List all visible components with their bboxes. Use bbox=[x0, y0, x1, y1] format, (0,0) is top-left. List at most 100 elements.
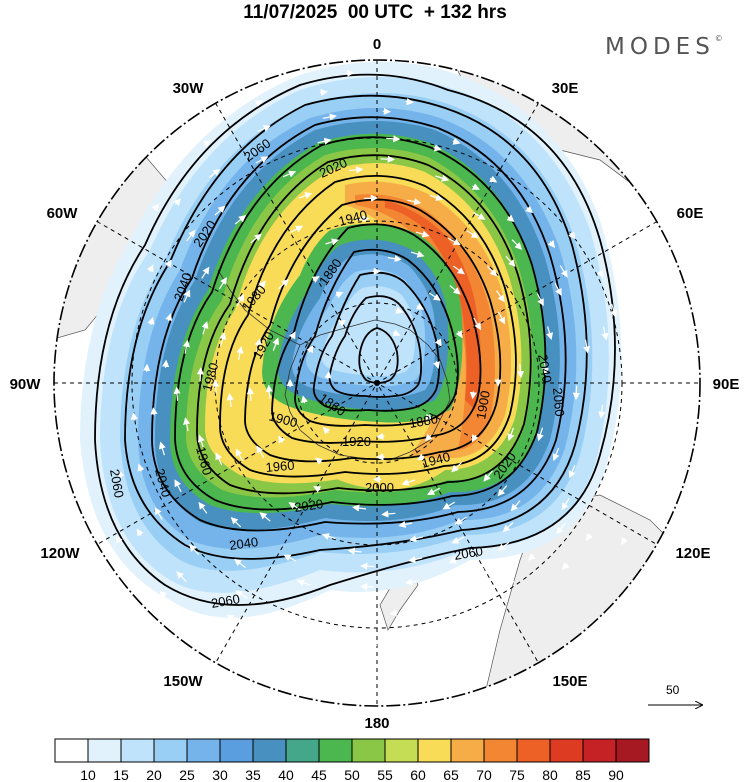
wind-vector bbox=[256, 280, 266, 292]
wind-vector bbox=[300, 395, 308, 404]
wind-vector bbox=[434, 338, 442, 347]
wind-vector bbox=[321, 533, 336, 540]
wind-vector bbox=[398, 520, 413, 528]
contour-label-1940a: 1940 bbox=[337, 207, 369, 229]
map-title: 11/07/2025 00 UTC + 132 hrs bbox=[243, 2, 507, 23]
wind-vector bbox=[561, 562, 570, 570]
wind-vector bbox=[477, 566, 486, 573]
colorbar-box bbox=[285, 738, 320, 763]
map-border bbox=[53, 59, 701, 707]
lon-label-60e: 60E bbox=[677, 205, 704, 222]
wind-vector bbox=[381, 510, 396, 518]
contour-label-1900b: 1900 bbox=[267, 408, 299, 430]
wind-vector bbox=[536, 293, 544, 307]
wind-vector bbox=[198, 501, 208, 514]
colorbar-box bbox=[384, 738, 419, 763]
wind-vector bbox=[158, 441, 166, 456]
wind-vector bbox=[646, 427, 654, 442]
wind-vector bbox=[511, 239, 523, 250]
wind-vector bbox=[250, 233, 262, 244]
colorbar-box bbox=[120, 738, 155, 763]
wind-vector bbox=[317, 137, 332, 145]
wind-vector bbox=[319, 89, 328, 97]
wind-vector bbox=[408, 555, 423, 564]
wind-vector bbox=[453, 265, 465, 275]
wind-vector bbox=[506, 576, 515, 584]
wind-vector bbox=[386, 135, 401, 143]
wind-vector bbox=[311, 276, 320, 283]
wind-vector bbox=[347, 547, 362, 555]
colorbar-box bbox=[351, 738, 386, 763]
wind-vector bbox=[483, 470, 494, 482]
wind-vector bbox=[401, 478, 416, 486]
wind-vector bbox=[433, 583, 442, 591]
wind-vector bbox=[278, 278, 289, 290]
wind-vector bbox=[536, 427, 544, 442]
wind-vector bbox=[136, 528, 144, 537]
wind-vectors bbox=[115, 65, 700, 678]
wind-vector bbox=[296, 579, 311, 587]
contour-2000 bbox=[174, 136, 547, 511]
wind-vector bbox=[197, 434, 205, 449]
wind-vector bbox=[272, 337, 280, 351]
colorbar-label: 85 bbox=[575, 767, 591, 782]
wind-vector bbox=[130, 412, 138, 421]
wind-vector bbox=[355, 215, 370, 223]
wind-vector bbox=[117, 469, 125, 478]
colorbar-label: 40 bbox=[278, 767, 294, 782]
wind-vector bbox=[585, 533, 593, 541]
wind-vector bbox=[433, 144, 442, 152]
wind-vector bbox=[610, 303, 618, 318]
colorbar-label: 75 bbox=[509, 767, 525, 782]
wind-vector bbox=[183, 417, 191, 432]
wind-vector bbox=[254, 100, 263, 107]
colorbar-label: 55 bbox=[377, 767, 393, 782]
wind-vector bbox=[389, 609, 398, 617]
colorbar-label: 45 bbox=[311, 767, 327, 782]
wind-vector bbox=[613, 485, 620, 499]
colorbar: 10 15 20 25 30 35 40 45 50 55 60 65 70 75 80 85 90 bbox=[54, 738, 650, 782]
wind-vector bbox=[349, 166, 364, 174]
contour-label-2040b: 2040 bbox=[535, 353, 555, 384]
wind-vector bbox=[473, 317, 482, 331]
wind-vector bbox=[147, 316, 155, 326]
contour-1920 bbox=[271, 223, 482, 444]
wind-vector bbox=[288, 502, 301, 511]
wind-vector bbox=[186, 229, 196, 242]
wind-vector bbox=[214, 205, 226, 216]
wind-vector bbox=[174, 479, 182, 493]
colorbar-label: 80 bbox=[542, 767, 558, 782]
wind-vector bbox=[207, 634, 216, 642]
brand-logo: MODES© bbox=[605, 34, 723, 60]
wind-vector bbox=[322, 426, 331, 435]
wind-vector bbox=[424, 433, 433, 442]
wind-vector bbox=[435, 174, 450, 182]
wind-vector bbox=[243, 671, 252, 678]
colorbar-box bbox=[549, 738, 584, 763]
colorbar-box bbox=[615, 738, 650, 763]
wind-vector bbox=[324, 370, 332, 380]
wind-vector bbox=[428, 292, 441, 301]
wind-vector bbox=[639, 495, 646, 504]
colorbar-box bbox=[483, 738, 518, 763]
colorbar-boxes bbox=[54, 738, 650, 763]
wind-vector bbox=[196, 367, 205, 382]
colorbar-box bbox=[219, 738, 254, 763]
contour-1960 bbox=[219, 175, 517, 478]
wind-vector bbox=[218, 276, 228, 290]
contour-label-2040d: 2040 bbox=[228, 534, 259, 553]
lon-label-150e: 150E bbox=[552, 673, 587, 690]
contour-1900 bbox=[294, 248, 459, 427]
wind-vector bbox=[644, 361, 652, 376]
wind-vector bbox=[173, 198, 182, 207]
wind-vector bbox=[299, 601, 313, 609]
wind-vector bbox=[671, 493, 679, 502]
wind-vector bbox=[502, 522, 514, 533]
contour-2060 bbox=[94, 73, 616, 606]
colorbar-label: 60 bbox=[410, 767, 426, 782]
wind-vector bbox=[471, 183, 480, 190]
wind-vector bbox=[554, 283, 562, 296]
wind-vector bbox=[217, 91, 226, 99]
wind-vector bbox=[352, 504, 367, 512]
wind-vector bbox=[162, 359, 170, 368]
